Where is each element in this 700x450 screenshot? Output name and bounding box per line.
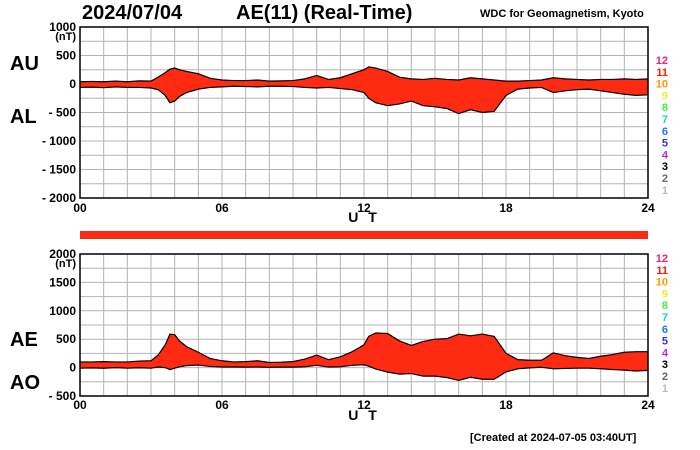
y-tick-label: 1000 [49, 20, 76, 34]
station-legend-item: 1 [662, 185, 668, 197]
station-legend-item: 2 [662, 371, 668, 383]
station-legend-item: 7 [662, 312, 668, 324]
series-label-lower: AL [10, 106, 37, 128]
series-line-au [79, 66, 649, 83]
station-legend-item: 6 [662, 126, 668, 138]
x-tick-label: 00 [73, 201, 87, 215]
plot-frame [79, 253, 649, 397]
station-legend-item: 9 [662, 90, 668, 102]
x-tick-label: 18 [499, 398, 513, 412]
y-tick-label: 500 [56, 49, 76, 63]
station-legend-item: 5 [662, 138, 668, 150]
station-legend-item: 10 [656, 277, 668, 289]
series-band-au-al [80, 66, 648, 114]
station-legend-item: 10 [656, 79, 668, 91]
series-line-al [79, 85, 649, 115]
station-legend-item: 1 [662, 383, 668, 395]
station-legend-item: 3 [662, 161, 668, 173]
x-tick-label: 06 [215, 398, 229, 412]
y-tick-label: - 500 [49, 106, 77, 120]
y-tick-label: - 2000 [42, 191, 76, 205]
station-legend-item: 4 [662, 149, 669, 161]
x-tick-label: 12 [357, 201, 371, 215]
x-tick-label: 12 [357, 398, 371, 412]
station-legend-item: 8 [662, 300, 668, 312]
station-legend-item: 5 [662, 336, 668, 348]
unit-label: (nT) [55, 31, 76, 43]
series-label-lower: AO [10, 372, 40, 394]
y-tick-label: - 1000 [42, 134, 76, 148]
station-legend-item: 3 [662, 359, 668, 371]
station-legend-item: 6 [662, 324, 668, 336]
x-tick-label: 18 [499, 201, 513, 215]
date-label: 2024/07/04 [82, 2, 183, 24]
x-tick-label: 06 [215, 201, 229, 215]
station-legend-item: 7 [662, 114, 668, 126]
x-axis-title: U T [348, 209, 380, 225]
separator-bar [80, 231, 648, 239]
series-label-upper: AU [10, 53, 39, 75]
series-line-ae [80, 332, 648, 364]
station-legend-item: 9 [662, 288, 668, 300]
series-label-upper: AE [10, 329, 38, 351]
x-tick-label: 24 [641, 201, 655, 215]
station-legend-item: 4 [662, 347, 669, 359]
unit-label: (nT) [55, 258, 76, 270]
y-tick-label: - 1500 [42, 163, 76, 177]
station-legend-item: 12 [656, 253, 668, 265]
station-legend-item: 11 [656, 265, 668, 277]
y-tick-label: - 500 [49, 389, 77, 403]
x-tick-label: 00 [73, 398, 87, 412]
station-legend-item: 12 [656, 55, 668, 67]
series-line-ao [79, 364, 649, 381]
series-band-ae-ao [80, 332, 648, 381]
y-tick-label: 500 [56, 332, 76, 346]
station-legend-item: 2 [662, 173, 668, 185]
y-tick-label: 0 [69, 361, 76, 375]
y-tick-label: 1500 [49, 275, 76, 289]
source-label: WDC for Geomagnetism, Kyoto [480, 8, 644, 20]
x-axis-title: U T [348, 407, 380, 423]
created-timestamp: [Created at 2024-07-05 03:40UT] [470, 432, 637, 444]
page-title: AE(11) (Real-Time) [236, 2, 413, 24]
station-legend-item: 8 [662, 102, 668, 114]
y-tick-label: 2000 [49, 247, 76, 261]
station-legend-item: 11 [656, 67, 668, 79]
x-tick-label: 24 [641, 398, 655, 412]
y-tick-label: 0 [69, 77, 76, 91]
plot-frame [79, 26, 649, 199]
y-tick-label: 1000 [49, 304, 76, 318]
